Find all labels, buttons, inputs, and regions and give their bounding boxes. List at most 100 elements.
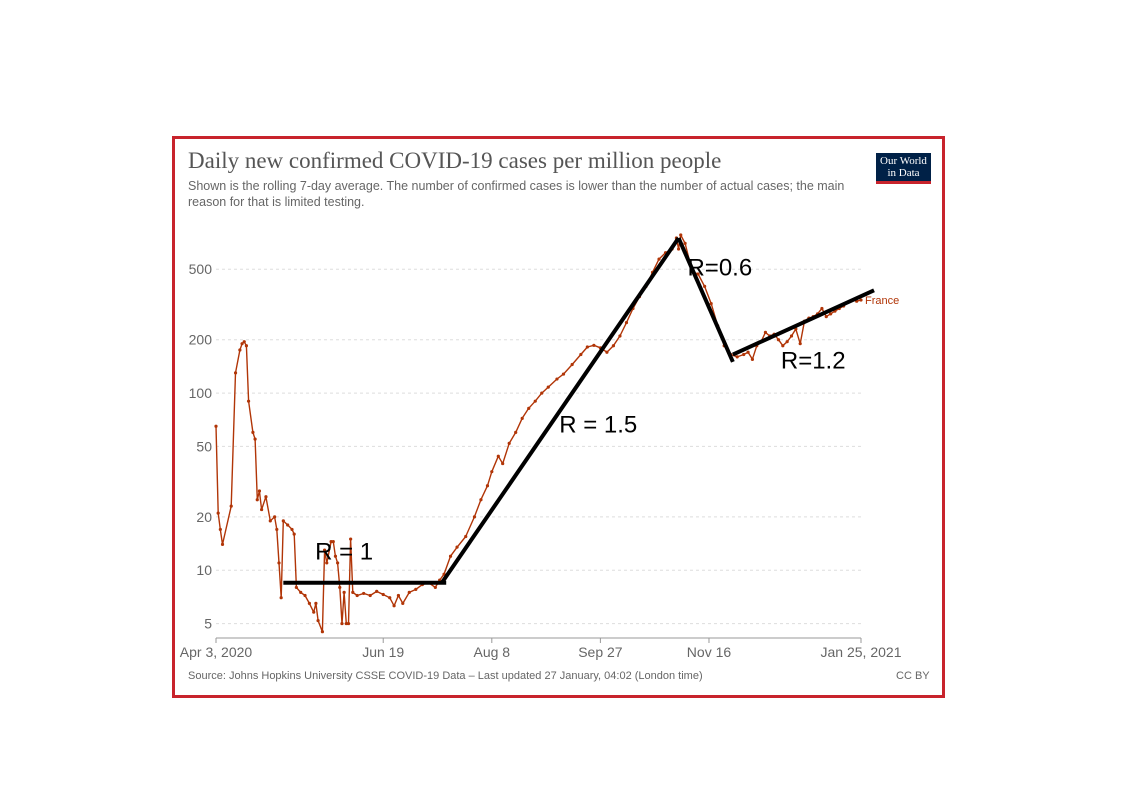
data-point[interactable]: [325, 561, 329, 565]
data-point[interactable]: [592, 343, 596, 347]
data-point[interactable]: [216, 511, 220, 515]
data-point[interactable]: [268, 519, 272, 523]
data-point[interactable]: [507, 441, 511, 445]
data-point[interactable]: [789, 334, 794, 338]
data-point[interactable]: [781, 344, 785, 348]
data-point[interactable]: [281, 519, 285, 523]
data-point[interactable]: [490, 470, 494, 474]
data-point[interactable]: [238, 348, 242, 352]
data-point[interactable]: [679, 233, 683, 237]
data-point[interactable]: [618, 334, 622, 338]
data-point[interactable]: [496, 454, 500, 458]
data-point[interactable]: [605, 350, 609, 354]
data-point[interactable]: [220, 542, 225, 546]
data-point[interactable]: [742, 352, 746, 357]
data-point[interactable]: [251, 430, 255, 434]
data-point[interactable]: [307, 601, 311, 605]
data-point[interactable]: [785, 340, 789, 344]
data-point[interactable]: [746, 350, 750, 354]
license-link[interactable]: CC BY: [896, 670, 930, 682]
data-point[interactable]: [540, 391, 544, 395]
data-point[interactable]: [624, 320, 629, 325]
data-point[interactable]: [233, 371, 238, 375]
data-point[interactable]: [750, 357, 755, 361]
data-point[interactable]: [709, 301, 713, 306]
data-point[interactable]: [340, 621, 344, 626]
data-point[interactable]: [448, 554, 453, 558]
data-point[interactable]: [229, 504, 233, 508]
data-point[interactable]: [336, 561, 340, 565]
data-point[interactable]: [657, 257, 661, 261]
data-point[interactable]: [240, 342, 244, 346]
data-point[interactable]: [561, 372, 566, 376]
data-point[interactable]: [683, 241, 687, 245]
data-point[interactable]: [260, 507, 264, 512]
data-point[interactable]: [264, 495, 268, 499]
data-point[interactable]: [255, 498, 259, 502]
data-point[interactable]: [514, 430, 518, 434]
data-point[interactable]: [479, 498, 483, 502]
data-point[interactable]: [275, 527, 279, 532]
data-point[interactable]: [277, 561, 281, 565]
data-point[interactable]: [501, 461, 505, 466]
data-point[interactable]: [253, 437, 257, 441]
data-point[interactable]: [763, 330, 768, 335]
data-point[interactable]: [290, 527, 294, 532]
data-point[interactable]: [546, 385, 550, 389]
data-point[interactable]: [286, 523, 290, 527]
data-point[interactable]: [401, 601, 405, 605]
data-point[interactable]: [316, 618, 320, 623]
data-point[interactable]: [242, 340, 246, 344]
data-point[interactable]: [859, 298, 863, 302]
data-point[interactable]: [520, 416, 524, 420]
data-point[interactable]: [333, 554, 338, 558]
data-point[interactable]: [611, 344, 616, 348]
data-point[interactable]: [433, 585, 437, 590]
data-point[interactable]: [331, 540, 335, 544]
data-point[interactable]: [735, 355, 739, 359]
data-point[interactable]: [570, 362, 574, 367]
data-point[interactable]: [798, 342, 802, 346]
data-point[interactable]: [338, 585, 342, 590]
data-point[interactable]: [375, 589, 379, 593]
data-point[interactable]: [676, 247, 681, 251]
data-point[interactable]: [320, 630, 325, 634]
data-point[interactable]: [314, 601, 318, 605]
data-point[interactable]: [244, 344, 249, 348]
data-point[interactable]: [703, 284, 707, 288]
data-point[interactable]: [303, 593, 307, 598]
data-point[interactable]: [392, 604, 396, 608]
data-point[interactable]: [455, 545, 459, 549]
data-point[interactable]: [346, 621, 351, 626]
data-point[interactable]: [585, 345, 589, 349]
data-point[interactable]: [407, 590, 411, 594]
data-point[interactable]: [292, 532, 296, 536]
data-point[interactable]: [273, 515, 277, 519]
data-point[interactable]: [246, 399, 251, 403]
data-point[interactable]: [381, 592, 385, 597]
owid-logo[interactable]: Our World in Data: [876, 153, 931, 184]
data-point[interactable]: [527, 406, 531, 410]
data-point[interactable]: [533, 399, 537, 403]
data-point[interactable]: [696, 272, 700, 276]
data-point[interactable]: [257, 489, 262, 493]
data-point[interactable]: [294, 585, 298, 590]
data-point[interactable]: [368, 593, 372, 598]
data-point[interactable]: [472, 515, 477, 519]
data-point[interactable]: [362, 591, 366, 596]
data-point[interactable]: [485, 484, 490, 488]
data-point[interactable]: [824, 315, 828, 319]
data-point[interactable]: [396, 593, 401, 598]
data-point[interactable]: [312, 610, 316, 614]
data-point[interactable]: [351, 590, 355, 594]
data-point[interactable]: [218, 527, 222, 532]
data-point[interactable]: [342, 590, 346, 594]
data-point[interactable]: [579, 352, 583, 357]
data-point[interactable]: [555, 377, 559, 381]
data-point[interactable]: [776, 338, 781, 342]
data-point[interactable]: [299, 590, 303, 594]
data-point[interactable]: [355, 593, 359, 598]
data-point[interactable]: [388, 596, 392, 600]
data-point[interactable]: [828, 312, 833, 316]
data-point[interactable]: [820, 306, 824, 311]
